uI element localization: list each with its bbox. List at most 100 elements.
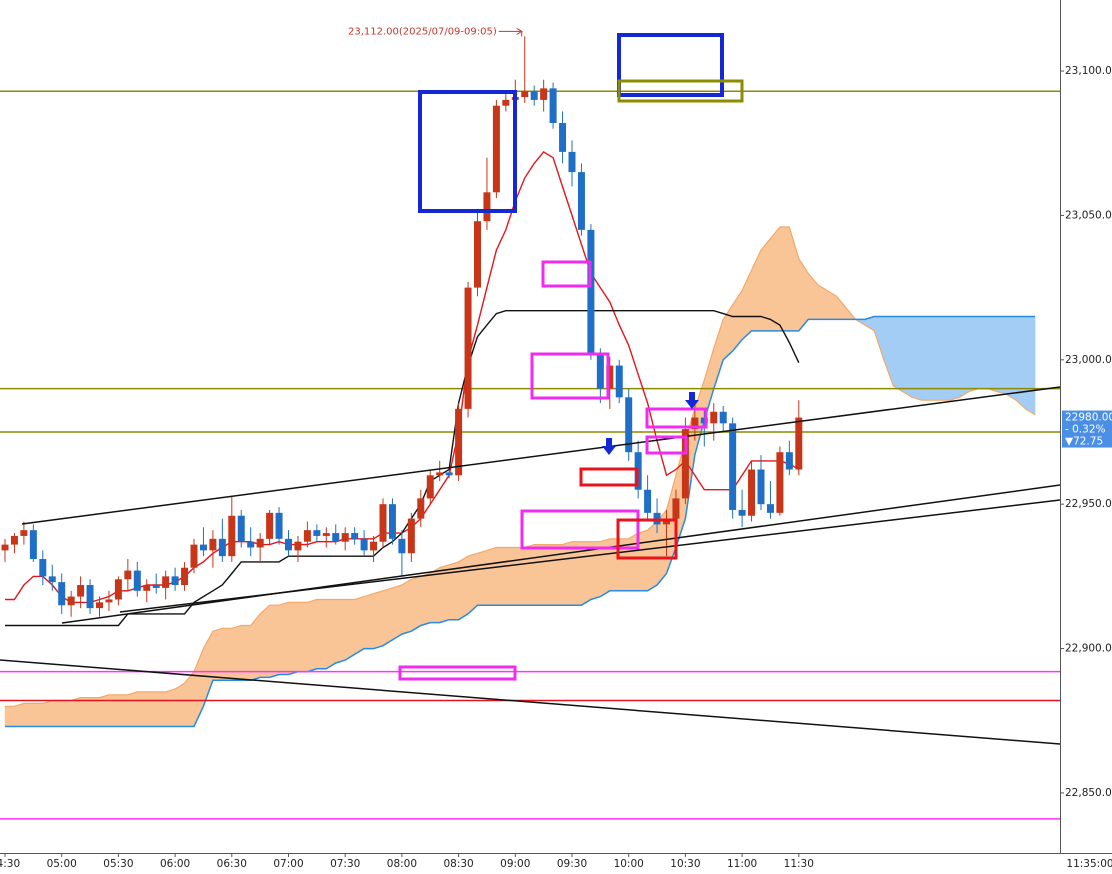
cloud-fill <box>259 604 270 678</box>
candle-body <box>1 544 9 551</box>
cloud-fill <box>108 694 119 727</box>
candle-body <box>199 544 207 551</box>
candle-body <box>133 570 141 591</box>
high-arrow <box>516 27 523 35</box>
candle-body <box>719 411 727 424</box>
box <box>645 407 708 429</box>
cloud-fill <box>1006 316 1017 401</box>
candle-body <box>303 530 311 542</box>
cloud-fill <box>89 697 100 727</box>
high-label: 23,112.00(2025/07/09-09:05) <box>348 26 497 37</box>
cloud-fill <box>996 316 1008 395</box>
candle-body <box>681 429 689 499</box>
candle-body <box>426 475 434 499</box>
candle-body <box>398 538 406 554</box>
cloud-fill <box>647 520 658 592</box>
cloud-fill <box>288 602 299 675</box>
cloud-fill <box>4 706 15 727</box>
candle-body <box>577 172 585 230</box>
cloud-fill <box>892 316 904 393</box>
candle-body <box>672 498 680 519</box>
candle-body <box>58 582 66 606</box>
box <box>616 518 678 560</box>
candle-body <box>171 576 179 586</box>
x-tick-label: 08:00 <box>387 858 417 870</box>
x-tick-label: 10:00 <box>614 858 644 870</box>
candle-body <box>738 509 746 516</box>
axes: 22,850.00 22,900.00 22,950.00 23,000.00 23,0… <box>0 26 1112 870</box>
candle-body <box>67 596 75 606</box>
cloud-fill <box>382 587 393 647</box>
cloud-fill <box>959 316 970 398</box>
candle-body <box>766 504 774 513</box>
x-tick-label: 09:30 <box>557 858 587 870</box>
candle-body <box>237 515 245 542</box>
cloud-fill <box>354 596 365 655</box>
candle-body <box>483 192 491 222</box>
cloud-fill <box>524 544 535 606</box>
candle-body <box>445 472 453 476</box>
signal-arrow <box>602 438 616 455</box>
cloud-fill <box>401 578 412 635</box>
cloud-fill <box>363 593 374 649</box>
candle-body <box>492 105 500 193</box>
candle-body <box>521 91 529 98</box>
cloud-fill <box>429 567 441 623</box>
cloud-fill <box>61 700 72 727</box>
cloud-fill <box>637 529 648 592</box>
candle-body <box>256 538 264 548</box>
candle-body <box>247 541 255 548</box>
candle-body <box>606 365 614 389</box>
candle-body <box>114 579 122 600</box>
candle-body <box>285 538 292 551</box>
candle-body <box>587 229 595 355</box>
candle-body <box>275 512 283 539</box>
candle-body <box>96 602 103 609</box>
cloud-fill <box>779 226 790 332</box>
candle-body <box>502 99 510 106</box>
x-tick-label: 11:00 <box>727 858 757 870</box>
candle-body <box>20 530 28 536</box>
candle-body <box>540 88 548 100</box>
cloud-fill <box>562 541 573 606</box>
box <box>520 509 640 550</box>
cloud-fill <box>486 547 497 606</box>
cloud-fill <box>146 691 157 727</box>
candle-body <box>625 397 633 453</box>
cloud-fill <box>118 694 129 727</box>
cloud-fill <box>307 599 318 673</box>
cloud-fill <box>902 316 913 398</box>
trend-line <box>61 484 1060 624</box>
cloud-fill <box>458 555 469 621</box>
candle-body <box>785 452 793 470</box>
candle-body <box>530 91 538 100</box>
x-tick-label: 06:30 <box>217 858 247 870</box>
candle-body <box>615 365 623 398</box>
change: ▼72.75 <box>1065 436 1103 448</box>
candle-body <box>86 585 94 609</box>
candle-body <box>10 535 18 545</box>
box <box>418 90 517 213</box>
candle-body <box>351 533 359 539</box>
candle-body <box>124 570 132 580</box>
candle-body <box>417 498 425 519</box>
plot-area <box>0 36 1060 820</box>
candle-body <box>757 469 765 505</box>
cloud-fill <box>448 561 459 620</box>
span-b-line <box>5 315 1035 728</box>
span-a-line <box>5 226 1036 707</box>
cloud-fill <box>1025 316 1036 416</box>
candle-body <box>360 538 368 551</box>
cloud-fill <box>325 599 337 670</box>
last-price: 22980.00 <box>1065 412 1112 424</box>
cloud-fill <box>127 691 138 727</box>
cloud-fill <box>316 599 327 670</box>
cloud-fill <box>80 697 91 727</box>
cloud-fill <box>411 575 422 632</box>
change-pct: - 0.32% <box>1065 424 1106 436</box>
cloud-fill <box>137 691 148 727</box>
trend-line <box>0 659 1060 745</box>
cloud-fill <box>23 703 34 727</box>
